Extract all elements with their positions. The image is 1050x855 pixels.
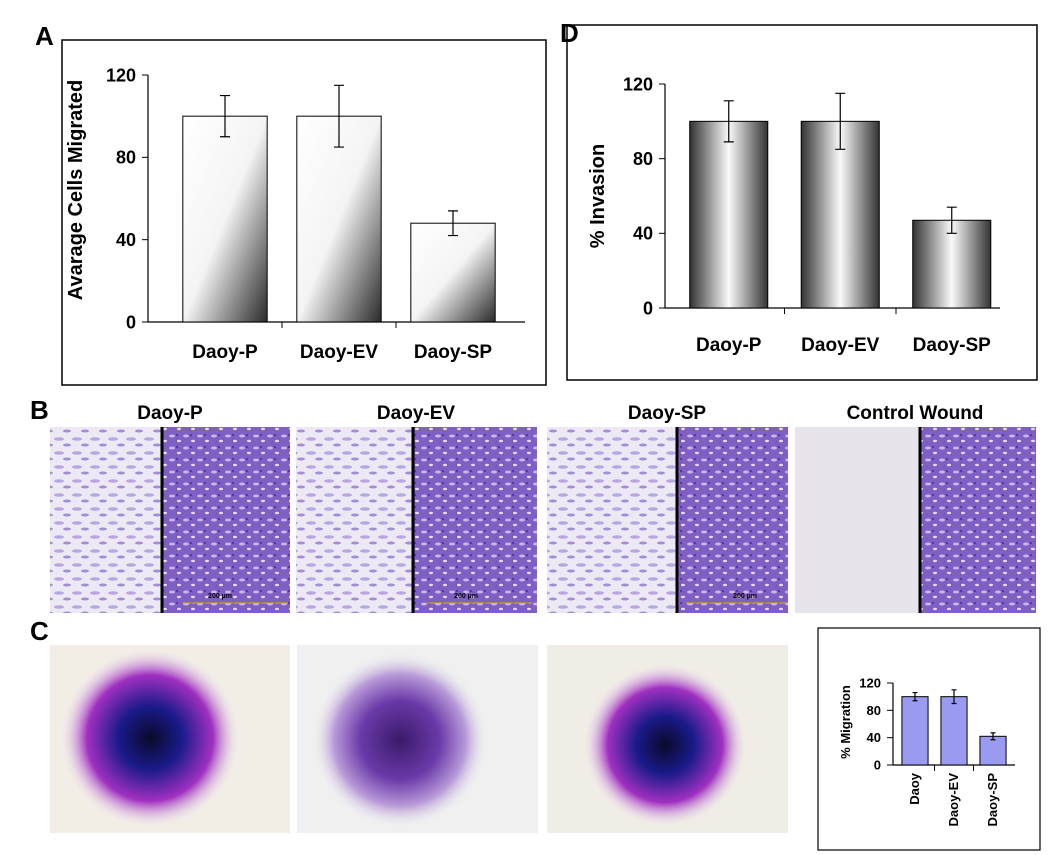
panel-frame (817, 627, 1041, 851)
error-bar (990, 732, 996, 741)
error-bar (946, 206, 957, 234)
x-tick-label: Daoy-P (192, 342, 258, 363)
y-tick-label: 0 (874, 758, 881, 773)
x-tick-label: Daoy-SP (913, 335, 991, 356)
bar (901, 696, 929, 766)
y-tick-label: 80 (116, 148, 136, 168)
y-tick-label: 80 (633, 149, 653, 169)
error-bar (448, 210, 458, 237)
x-tick-label: Daoy-EV (300, 342, 378, 363)
error-bar (951, 689, 957, 705)
y-tick-label: 40 (116, 230, 136, 250)
y-tick-label: 0 (643, 298, 653, 318)
bar (800, 120, 880, 309)
panel-label: C (30, 616, 49, 646)
x-tick-label: Daoy-EV (801, 335, 879, 356)
x-tick-label: Daoy-EV (946, 773, 961, 827)
y-axis-label: Avarage Cells Migrated (65, 80, 87, 300)
y-tick-label: 120 (106, 65, 136, 85)
y-tick-label: 40 (633, 224, 653, 244)
panel-frame (566, 24, 1038, 381)
wound-images (50, 427, 1036, 613)
error-bar (912, 691, 918, 702)
panel-label: A (35, 21, 54, 51)
scale-bar-label: 200 µm (733, 593, 757, 600)
error-bar (835, 92, 846, 150)
error-bar (334, 84, 344, 148)
y-tick-label: 40 (867, 730, 881, 745)
x-tick-label: Daoy-P (696, 335, 762, 356)
image-title: Daoy-SP (628, 403, 706, 424)
error-bar (220, 94, 230, 138)
bar (912, 219, 992, 309)
y-tick-label: 120 (623, 74, 653, 94)
scale-bar-label: 200 µm (454, 593, 478, 600)
image-title: Control Wound (847, 403, 984, 424)
error-bar (723, 100, 734, 143)
x-tick-label: Daoy-SP (414, 342, 492, 363)
image-title: Daoy-EV (377, 403, 455, 424)
bar (182, 115, 268, 323)
y-axis-label: % Invasion (587, 144, 609, 248)
bar (689, 120, 769, 309)
scale-bar-label: 200 µm (208, 593, 232, 600)
y-tick-label: 80 (867, 703, 881, 718)
bar (296, 115, 382, 323)
y-tick-label: 120 (859, 676, 881, 691)
x-tick-label: Daoy-SP (985, 773, 1000, 827)
bar (410, 222, 496, 323)
x-tick-label: Daoy (907, 772, 922, 805)
panel-frame (61, 39, 547, 386)
panel-label: B (30, 395, 49, 425)
bar (940, 696, 968, 766)
bar (979, 735, 1007, 766)
image-title: Daoy-P (137, 403, 203, 424)
spheroid-images (50, 645, 788, 833)
y-axis-label: % Migration (838, 685, 853, 759)
panel-label: D (560, 18, 579, 48)
y-tick-label: 0 (126, 312, 136, 332)
